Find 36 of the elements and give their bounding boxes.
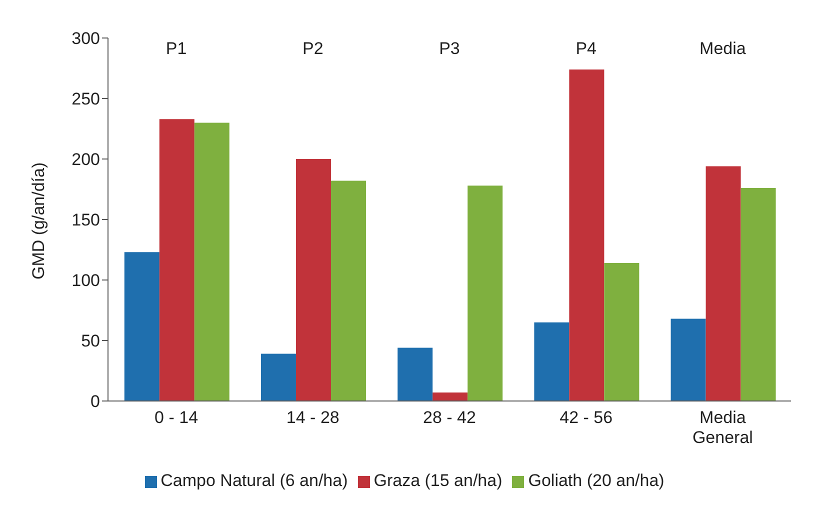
annotation: Media — [700, 39, 746, 58]
y-tick-label: 200 — [72, 150, 100, 170]
legend-label: Campo Natural (6 an/ha) — [160, 471, 348, 490]
bar — [604, 263, 640, 401]
x-tick-label: 0 - 14 — [154, 408, 198, 427]
bar — [296, 159, 331, 401]
annotation: P3 — [439, 39, 460, 58]
bar — [706, 166, 741, 401]
legend-label: Graza (15 an/ha) — [374, 471, 502, 490]
x-tick-label: 14 - 28 — [286, 408, 340, 427]
bar — [194, 122, 230, 401]
x-tick-label: 28 - 42 — [423, 408, 476, 427]
bar — [398, 348, 433, 401]
bar — [432, 392, 468, 401]
y-tick-label: 300 — [72, 29, 100, 48]
annotation: P4 — [576, 39, 596, 58]
y-tick-label: 50 — [81, 332, 100, 351]
bar — [159, 119, 194, 401]
bar — [569, 69, 604, 401]
annotation: P2 — [302, 39, 324, 58]
bar — [330, 180, 366, 401]
x-tick-label: 42 - 56 — [560, 408, 613, 427]
y-tick-label: 250 — [72, 90, 100, 109]
bar — [124, 252, 160, 401]
bar — [468, 186, 503, 401]
annotation: P1 — [166, 39, 187, 58]
y-tick-label: 100 — [72, 271, 100, 290]
bar — [670, 318, 706, 401]
y-tick-label: 150 — [72, 210, 100, 230]
y-tick-label: 0 — [90, 392, 100, 412]
bar — [740, 188, 776, 401]
x-tick-label: Media General — [692, 408, 753, 447]
bar — [260, 354, 296, 401]
bar — [534, 322, 570, 401]
y-axis-title: GMD (g/an/día) — [29, 162, 48, 280]
legend-label: Goliath (20 an/ha) — [528, 471, 664, 490]
